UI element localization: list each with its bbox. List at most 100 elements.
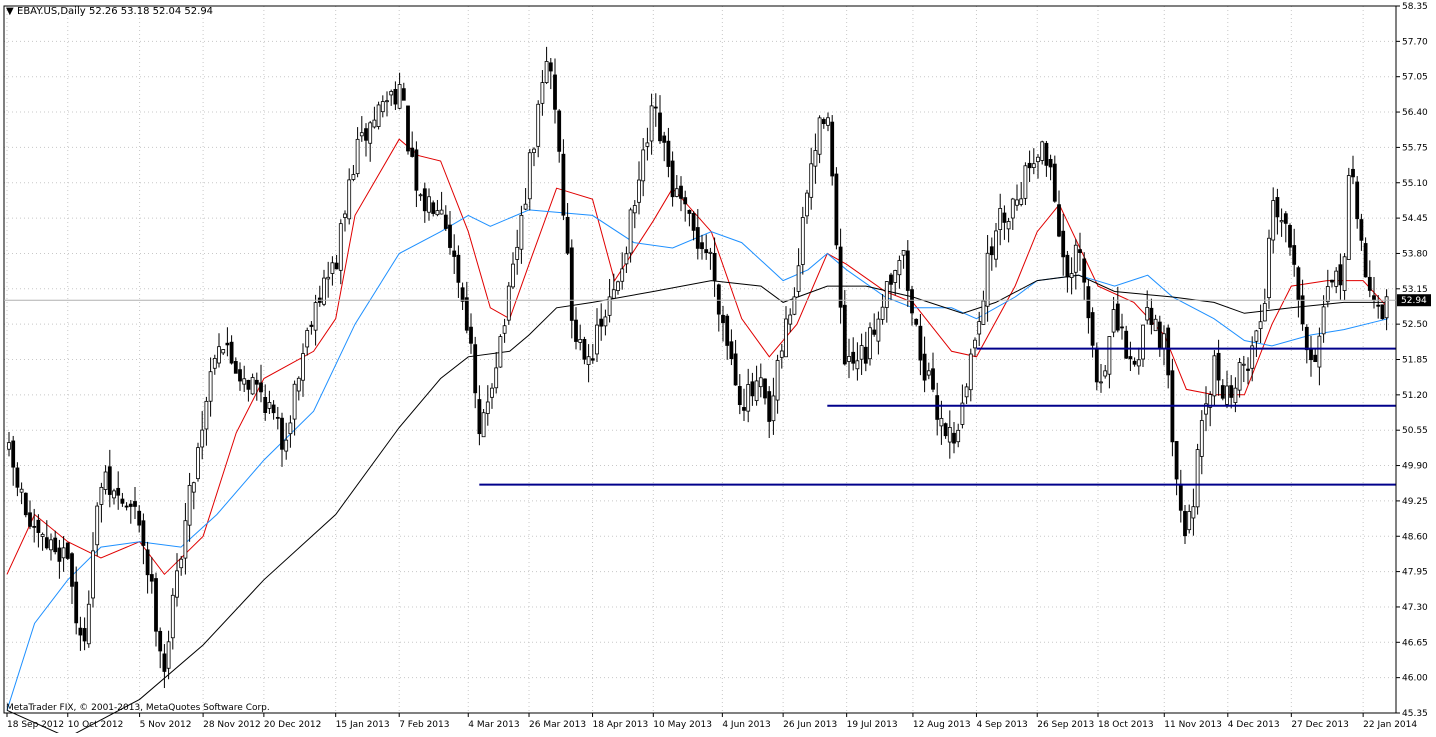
candle-body bbox=[868, 327, 872, 360]
candle-body bbox=[1199, 420, 1204, 457]
candle-body bbox=[977, 321, 982, 335]
candle-body bbox=[326, 276, 331, 280]
candle-body bbox=[964, 386, 969, 398]
candle-body bbox=[141, 520, 146, 546]
candle-body bbox=[939, 417, 944, 427]
ma-medium-line bbox=[6, 209, 1389, 711]
candle-body bbox=[557, 110, 562, 152]
candle-body bbox=[233, 361, 238, 374]
candle-body bbox=[263, 396, 268, 413]
candle-body bbox=[1212, 355, 1217, 397]
chart-header-arrow[interactable]: ▼ bbox=[6, 6, 14, 17]
candle-body bbox=[1351, 168, 1355, 178]
candle-body bbox=[103, 471, 108, 490]
candle-body bbox=[1040, 141, 1045, 161]
candle-body bbox=[107, 466, 112, 495]
candle-body bbox=[519, 214, 524, 250]
candle-body bbox=[1145, 307, 1150, 321]
candle-body bbox=[1023, 165, 1028, 199]
candle-body bbox=[1078, 249, 1082, 254]
candle-body bbox=[1304, 326, 1309, 351]
candle-body bbox=[1317, 335, 1322, 368]
candle-body bbox=[1120, 326, 1124, 329]
candle-body bbox=[1313, 354, 1318, 363]
candle-body bbox=[1204, 403, 1208, 415]
y-tick-label: 53.15 bbox=[1402, 285, 1428, 295]
x-tick-label: 4 Dec 2013 bbox=[1228, 720, 1280, 730]
candle-body bbox=[813, 150, 818, 167]
candle-body bbox=[532, 148, 536, 153]
candle-body bbox=[1355, 181, 1360, 220]
candle-body bbox=[292, 383, 297, 420]
candle-body bbox=[553, 74, 557, 110]
candle-body bbox=[947, 427, 952, 443]
x-tick-label: 20 Dec 2012 bbox=[264, 720, 322, 730]
candle-body bbox=[397, 84, 402, 109]
candle-body bbox=[784, 318, 788, 358]
candle-body bbox=[19, 488, 24, 493]
candle-body bbox=[1044, 142, 1049, 166]
candle-body bbox=[889, 274, 893, 285]
candle-body bbox=[737, 386, 742, 406]
x-tick-label: 5 Nov 2012 bbox=[140, 720, 192, 730]
y-tick-label: 51.85 bbox=[1402, 356, 1428, 366]
candle-body bbox=[1325, 286, 1330, 303]
candle-body bbox=[406, 105, 410, 152]
candle-body bbox=[1107, 336, 1112, 375]
candle-body bbox=[1262, 303, 1267, 322]
candle-body bbox=[1162, 333, 1166, 349]
chart-header-symbol: EBAY.US,Daily bbox=[17, 6, 86, 17]
candle-body bbox=[427, 196, 431, 213]
candle-body bbox=[1015, 199, 1019, 206]
candle-body bbox=[431, 202, 436, 214]
candle-body bbox=[494, 367, 499, 389]
candle-body bbox=[481, 412, 486, 438]
candle-body bbox=[49, 539, 53, 551]
candle-body bbox=[960, 402, 965, 425]
candle-body bbox=[527, 152, 532, 200]
candle-body bbox=[112, 490, 116, 499]
candle-body bbox=[389, 91, 394, 96]
candle-body bbox=[645, 142, 650, 147]
candle-body bbox=[1183, 511, 1187, 537]
x-tick-label: 18 Sep 2012 bbox=[7, 720, 64, 730]
candle-body bbox=[473, 344, 478, 394]
candle-body bbox=[830, 121, 835, 177]
candle-body bbox=[952, 432, 956, 444]
y-tick-label: 46.00 bbox=[1402, 674, 1428, 684]
candle-body bbox=[309, 324, 314, 327]
y-tick-label: 51.20 bbox=[1402, 391, 1428, 401]
chart-axes: 58.35 57.70 57.05 56.40 55.75 55.10 54.45 53.80… bbox=[3, 2, 1428, 730]
candle-body bbox=[322, 277, 326, 305]
candle-body bbox=[1153, 318, 1158, 332]
x-tick-label: 10 Oct 2012 bbox=[68, 720, 124, 730]
candle-body bbox=[137, 510, 142, 526]
candle-body bbox=[1094, 347, 1099, 383]
candle-body bbox=[910, 289, 914, 314]
candle-body bbox=[872, 329, 877, 335]
support-lines[interactable] bbox=[479, 347, 1396, 486]
candle-body bbox=[120, 498, 125, 504]
candle-body bbox=[275, 416, 280, 419]
candle-body bbox=[1254, 330, 1259, 342]
candle-body bbox=[7, 442, 11, 450]
candle-body bbox=[771, 395, 776, 422]
chart-header-ohlc: 52.26 53.18 52.04 52.94 bbox=[89, 6, 213, 17]
candle-body bbox=[1258, 321, 1263, 330]
candle-body bbox=[767, 391, 772, 422]
candle-body bbox=[1136, 359, 1141, 367]
candle-body bbox=[511, 263, 515, 288]
candle-body bbox=[124, 505, 129, 508]
y-tick-label: 52.50 bbox=[1402, 320, 1428, 330]
y-tick-label: 45.35 bbox=[1402, 709, 1428, 719]
candle-body bbox=[305, 330, 310, 348]
candle-body bbox=[99, 486, 104, 505]
candle-body bbox=[658, 112, 662, 142]
candle-body bbox=[540, 82, 545, 104]
candle-body bbox=[704, 249, 709, 254]
candle-body bbox=[448, 224, 452, 248]
candle-body bbox=[1115, 303, 1120, 331]
candle-body bbox=[485, 401, 490, 414]
